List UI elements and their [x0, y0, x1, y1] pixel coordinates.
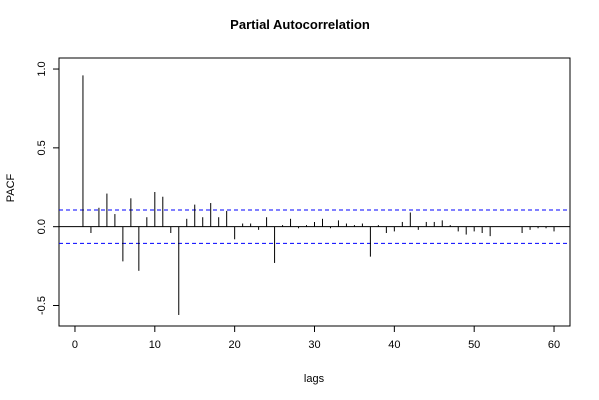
x-tick-label-60: 60 — [548, 339, 560, 351]
plot-area: 0 10 20 30 40 50 60 -0.5 0.0 0.5 1.0 — [36, 57, 571, 351]
x-tick-label-20: 20 — [229, 339, 241, 351]
y-tick-label-3: 1.0 — [36, 61, 48, 76]
plot-frame — [58, 57, 571, 327]
y-axis-label: PACF — [5, 173, 17, 202]
y-tick-label-2: 0.5 — [36, 140, 48, 155]
x-axis-label: lags — [304, 373, 325, 385]
x-tick-label-0: 0 — [72, 339, 78, 351]
x-tick-label-30: 30 — [308, 339, 320, 351]
x-tick-label-10: 10 — [149, 339, 161, 351]
x-tick-label-40: 40 — [388, 339, 400, 351]
chart-title: Partial Autocorrelation — [230, 17, 370, 32]
y-tick-label-0: -0.5 — [36, 296, 48, 315]
y-tick-label-1: 0.0 — [36, 219, 48, 234]
x-tick-label-50: 50 — [468, 339, 480, 351]
